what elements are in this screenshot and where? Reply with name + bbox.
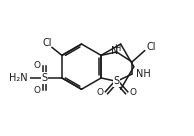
Text: N: N: [111, 46, 118, 56]
Text: H₂N: H₂N: [9, 73, 28, 83]
Text: S: S: [41, 73, 48, 83]
Text: Cl: Cl: [42, 38, 52, 48]
Text: S: S: [113, 76, 120, 86]
Text: O: O: [33, 61, 40, 70]
Text: Cl: Cl: [146, 42, 156, 52]
Text: O: O: [129, 88, 136, 97]
Text: H: H: [114, 44, 120, 53]
Text: O: O: [97, 88, 104, 97]
Text: NH: NH: [136, 69, 151, 79]
Text: O: O: [33, 86, 40, 95]
